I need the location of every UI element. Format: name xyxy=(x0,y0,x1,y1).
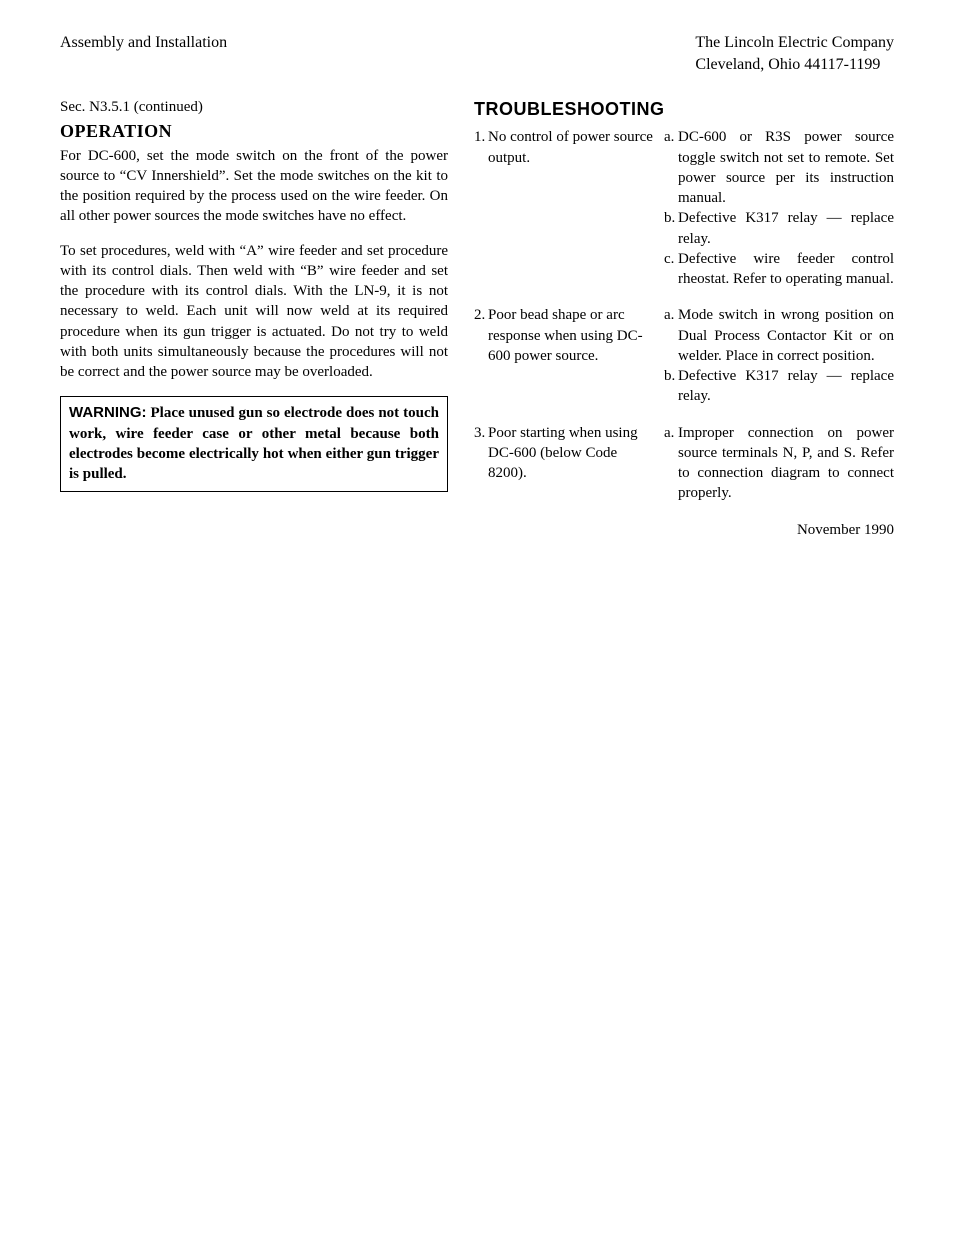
ts-cause-letter: a. xyxy=(664,305,678,366)
ts-cause: c.Defective wire feeder control rheostat… xyxy=(664,249,894,290)
document-date: November 1990 xyxy=(474,520,894,540)
left-column: Sec. N3.5.1 (continued) OPERATION For DC… xyxy=(60,97,448,540)
operation-para-1: For DC-600, set the mode switch on the f… xyxy=(60,146,448,227)
ts-cause-letter: a. xyxy=(664,127,678,208)
ts-cause: b.Defective K317 relay — replace relay. xyxy=(664,366,894,407)
ts-problem-text: Poor bead shape or arc response when usi… xyxy=(488,305,654,406)
warning-box: WARNING: Place unused gun so electrode d… xyxy=(60,396,448,492)
ts-cause-text: Mode switch in wrong position on Dual Pr… xyxy=(678,305,894,366)
troubleshooting-item: 1.No control of power source output.a.DC… xyxy=(474,127,894,289)
ts-cause: a.Improper connection on power source te… xyxy=(664,423,894,504)
section-continued: Sec. N3.5.1 (continued) xyxy=(60,97,448,117)
troubleshooting-item: 3.Poor starting when using DC-600 (below… xyxy=(474,423,894,504)
warning-label: WARNING: xyxy=(69,404,147,421)
company-address: Cleveland, Ohio 44117-1199 xyxy=(695,54,894,76)
ts-cause-text: Defective wire feeder control rheostat. … xyxy=(678,249,894,290)
ts-cause-text: Defective K317 relay — replace relay. xyxy=(678,366,894,407)
ts-problem-number: 1. xyxy=(474,127,488,289)
ts-problem-text: No control of power source output. xyxy=(488,127,654,289)
ts-cause-text: Defective K317 relay — replace relay. xyxy=(678,208,894,249)
ts-problem: 1.No control of power source output. xyxy=(474,127,654,289)
heading-operation: OPERATION xyxy=(60,119,448,143)
ts-problem-text: Poor starting when using DC-600 (below C… xyxy=(488,423,654,504)
ts-cause: a.Mode switch in wrong position on Dual … xyxy=(664,305,894,366)
ts-problem-number: 3. xyxy=(474,423,488,504)
ts-problem: 2.Poor bead shape or arc response when u… xyxy=(474,305,654,406)
ts-causes: a.Mode switch in wrong position on Dual … xyxy=(664,305,894,406)
ts-causes: a.DC-600 or R3S power source toggle swit… xyxy=(664,127,894,289)
ts-cause-letter: c. xyxy=(664,249,678,290)
troubleshooting-item: 2.Poor bead shape or arc response when u… xyxy=(474,305,894,406)
ts-cause: b.Defective K317 relay — replace relay. xyxy=(664,208,894,249)
operation-para-2: To set procedures, weld with “A” wire fe… xyxy=(60,241,448,383)
heading-troubleshooting: TROUBLESHOOTING xyxy=(474,97,894,121)
ts-cause-letter: b. xyxy=(664,208,678,249)
ts-cause-text: DC-600 or R3S power source toggle switch… xyxy=(678,127,894,208)
troubleshooting-list: 1.No control of power source output.a.DC… xyxy=(474,127,894,503)
ts-problem: 3.Poor starting when using DC-600 (below… xyxy=(474,423,654,504)
right-column: TROUBLESHOOTING 1.No control of power so… xyxy=(474,97,894,540)
ts-causes: a.Improper connection on power source te… xyxy=(664,423,894,504)
ts-problem-number: 2. xyxy=(474,305,488,406)
header-right: The Lincoln Electric Company Cleveland, … xyxy=(695,32,894,75)
ts-cause: a.DC-600 or R3S power source toggle swit… xyxy=(664,127,894,208)
ts-cause-letter: a. xyxy=(664,423,678,504)
ts-cause-text: Improper connection on power source term… xyxy=(678,423,894,504)
ts-cause-letter: b. xyxy=(664,366,678,407)
header-left: Assembly and Installation xyxy=(60,32,227,75)
company-name: The Lincoln Electric Company xyxy=(695,32,894,54)
